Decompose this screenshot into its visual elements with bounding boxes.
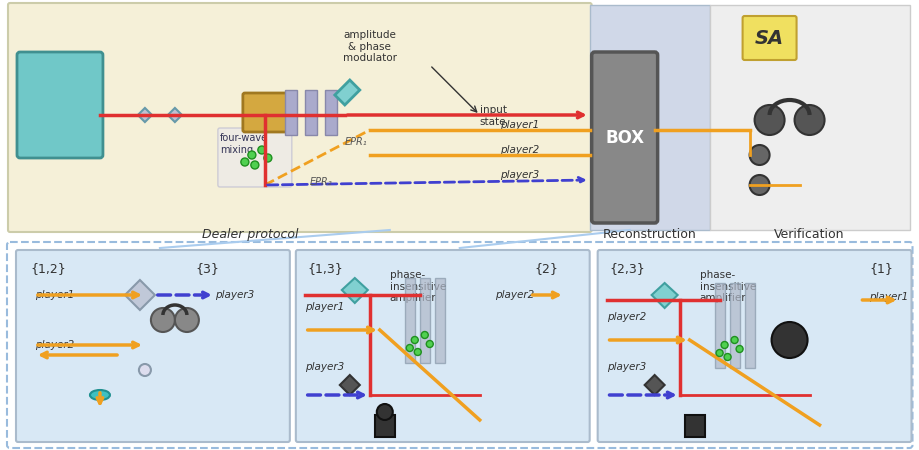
Bar [285, 90, 297, 135]
Circle shape [241, 158, 249, 166]
Text: {2}: {2} [534, 262, 558, 275]
Circle shape [421, 332, 428, 338]
Bar [589, 5, 709, 230]
Circle shape [754, 105, 784, 135]
Text: phase-
insensitive
amplifier: phase- insensitive amplifier [390, 270, 446, 303]
Bar [684, 415, 704, 437]
Polygon shape [125, 280, 154, 310]
Text: player2: player2 [499, 145, 539, 155]
FancyBboxPatch shape [243, 93, 291, 132]
Text: EPR₂: EPR₂ [310, 177, 332, 187]
Circle shape [735, 346, 743, 352]
Text: player2: player2 [606, 312, 645, 322]
Circle shape [247, 151, 255, 159]
Circle shape [731, 337, 737, 343]
FancyBboxPatch shape [591, 52, 657, 223]
Circle shape [414, 348, 421, 356]
Bar [419, 278, 429, 363]
Text: SA: SA [754, 28, 783, 48]
Text: player2: player2 [35, 340, 74, 350]
Text: phase-
insensitive
amplifier: phase- insensitive amplifier [698, 270, 755, 303]
Text: player1: player1 [868, 292, 908, 302]
Polygon shape [335, 80, 359, 105]
Text: player3: player3 [304, 362, 344, 372]
Bar [709, 5, 909, 230]
Ellipse shape [90, 390, 110, 400]
FancyBboxPatch shape [8, 3, 591, 232]
Text: {1}: {1} [868, 262, 892, 275]
FancyBboxPatch shape [597, 250, 911, 442]
Circle shape [257, 146, 266, 154]
Circle shape [749, 145, 769, 165]
Bar [435, 278, 444, 363]
Text: {1,3}: {1,3} [308, 262, 343, 275]
Text: player1: player1 [304, 302, 344, 312]
Bar [304, 90, 316, 135]
Circle shape [151, 308, 175, 332]
Bar [324, 90, 336, 135]
Text: player3: player3 [606, 362, 645, 372]
FancyBboxPatch shape [296, 250, 589, 442]
Polygon shape [138, 108, 152, 122]
Circle shape [175, 308, 199, 332]
Text: player1: player1 [35, 290, 74, 300]
Circle shape [720, 342, 727, 348]
Text: {2,3}: {2,3} [609, 262, 645, 275]
Bar [714, 283, 724, 368]
Circle shape [411, 337, 418, 343]
Bar [743, 283, 754, 368]
Text: {3}: {3} [195, 262, 219, 275]
Circle shape [139, 364, 151, 376]
Polygon shape [651, 283, 677, 308]
FancyBboxPatch shape [16, 250, 289, 442]
Bar [404, 278, 414, 363]
Text: player1: player1 [499, 120, 539, 130]
Text: Verification: Verification [774, 228, 844, 241]
Text: amplitude
& phase
modulator: amplitude & phase modulator [343, 30, 396, 63]
Text: four-wave
mixing: four-wave mixing [220, 133, 267, 155]
FancyBboxPatch shape [218, 128, 291, 187]
Text: input
state: input state [479, 105, 506, 126]
Circle shape [377, 404, 392, 420]
Circle shape [715, 350, 722, 356]
Circle shape [771, 322, 807, 358]
Circle shape [251, 161, 258, 169]
Bar [729, 283, 739, 368]
Circle shape [723, 354, 731, 360]
FancyBboxPatch shape [17, 52, 103, 158]
Circle shape [425, 341, 433, 347]
Text: player3: player3 [215, 290, 254, 300]
Circle shape [749, 175, 769, 195]
Polygon shape [342, 278, 368, 303]
Text: BOX: BOX [605, 129, 643, 147]
Polygon shape [339, 375, 359, 395]
Text: Reconstruction: Reconstruction [602, 228, 696, 241]
Text: player3: player3 [499, 170, 539, 180]
Text: Dealer protocol: Dealer protocol [201, 228, 298, 241]
Text: {1,2}: {1,2} [30, 262, 65, 275]
Text: EPR₁: EPR₁ [345, 137, 367, 147]
FancyBboxPatch shape [742, 16, 796, 60]
Polygon shape [167, 108, 182, 122]
Circle shape [406, 345, 413, 351]
Text: player2: player2 [494, 290, 533, 300]
Circle shape [794, 105, 823, 135]
Polygon shape [644, 375, 664, 395]
Circle shape [264, 154, 271, 162]
Bar [374, 415, 394, 437]
